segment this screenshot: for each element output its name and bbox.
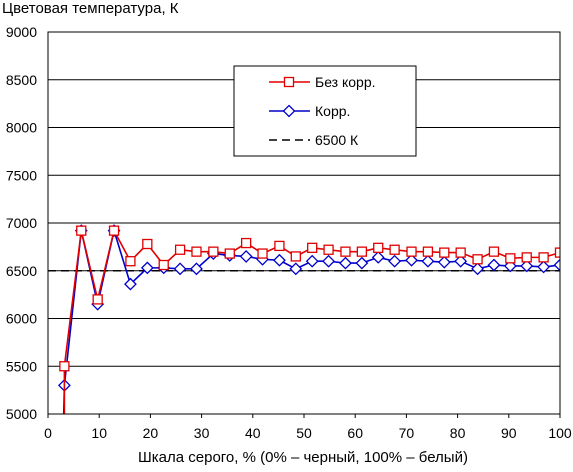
data-point [405,253,418,267]
y-tick-label: 6500 [6,263,37,279]
y-tick-label: 5500 [6,358,37,374]
data-point [340,246,351,257]
x-tick-label: 90 [501,425,517,441]
data-point [191,246,202,257]
data-point [422,246,434,257]
data-point [124,277,137,291]
x-tick-label: 20 [143,425,159,441]
y-axis-title: Цветовая температура, К [2,0,179,17]
y-tick-label: 9000 [6,24,37,40]
legend-label: Без корр. [315,74,376,90]
data-point [488,246,500,257]
x-tick-label: 50 [296,425,312,441]
y-tick-label: 7500 [6,167,37,183]
data-point [158,259,169,271]
data-point [487,258,501,272]
data-point [274,240,285,252]
data-point [125,256,136,267]
y-tick-label: 8500 [6,72,37,88]
data-point [521,252,532,263]
data-point [505,253,516,264]
data-point [454,254,468,268]
data-point [305,254,319,268]
legend-box [233,65,417,157]
data-point [323,244,334,255]
legend-marker [283,76,295,88]
data-point [520,259,534,273]
data-point [289,262,303,276]
data-point [142,238,153,250]
data-point [322,254,335,268]
x-tick-label: 0 [44,425,52,441]
data-point [356,246,368,257]
data-point [307,242,318,253]
y-tick-label: 6000 [6,311,37,327]
legend-label: Корр. [315,103,350,119]
x-axis-title: Шкала серого, % (0% – черный, 100% – бел… [138,449,468,466]
data-point [471,262,484,276]
data-point [273,253,286,267]
data-point [76,225,87,236]
data-point [455,247,466,258]
y-tick-label: 8000 [6,120,37,136]
legend-label: 6500 К [315,132,359,148]
data-point [389,244,400,255]
data-point [373,242,384,253]
y-tick-label: 5000 [6,406,37,422]
series-lines [57,224,560,414]
data-point [437,255,451,269]
data-point [472,254,483,265]
data-point [108,225,120,236]
legend: Без корр. Корр. 6500 К [233,65,417,157]
legend-marker [282,104,296,118]
series-0 [59,225,560,414]
axes: 5000 5500 6000 6500 7000 7500 8000 8500 9000 0 10 2… [6,24,572,441]
data-point [190,262,203,276]
data-point [388,254,402,268]
data-point [355,256,369,270]
data-point [538,252,549,263]
data-point [290,251,301,262]
x-tick-label: 60 [347,425,363,441]
data-point [173,262,187,276]
x-tick-label: 10 [91,425,107,441]
data-point [406,246,417,257]
y-tick-label: 7000 [6,215,37,231]
data-point [554,247,560,258]
data-point [439,247,450,258]
data-point [339,256,352,270]
data-point [537,260,551,274]
x-tick-label: 80 [450,425,466,441]
data-point [224,248,235,259]
data-point [239,250,253,263]
x-tick-label: 40 [245,425,261,441]
data-point [59,361,70,372]
x-tick-label: 70 [399,425,415,441]
data-point [421,254,435,268]
data-point [240,237,252,249]
data-point [208,246,219,257]
data-point [257,248,268,259]
data-point [174,244,186,255]
data-point [140,261,154,275]
data-point [553,258,560,272]
x-tick-label: 100 [548,425,572,441]
data-point [371,250,385,264]
x-tick-label: 30 [194,425,210,441]
data-point [92,294,103,305]
